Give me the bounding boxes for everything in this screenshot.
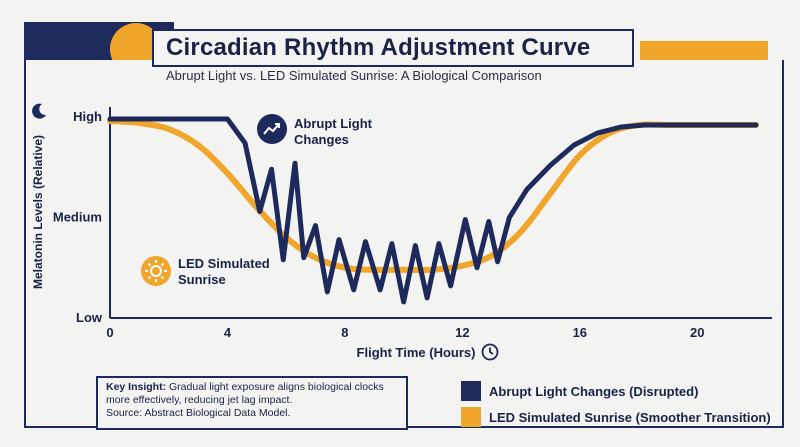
y-tick-label: High <box>73 109 102 124</box>
series-line-led <box>107 118 759 274</box>
y-tick-label: Medium <box>53 210 102 225</box>
legend-swatch-navy <box>461 381 481 401</box>
legend-label-led: LED Simulated Sunrise (Smoother Transiti… <box>489 409 771 425</box>
y-axis-label: Melatonin Levels (Relative) <box>31 135 45 289</box>
y-tick-label: Low <box>76 310 103 325</box>
x-tick-label: 16 <box>573 325 587 340</box>
chart-legend: Abrupt Light Changes (Disrupted) LED Sim… <box>461 378 771 430</box>
key-insight-label: Key Insight: <box>106 381 167 393</box>
key-insight-source: Source: Abstract Biological Data Model. <box>106 407 291 419</box>
x-tick-label: 4 <box>224 325 232 340</box>
trend-up-icon <box>257 114 287 144</box>
title-box: Circadian Rhythm Adjustment Curve <box>152 29 634 67</box>
x-tick-label: 12 <box>455 325 469 340</box>
sun-icon <box>141 256 171 286</box>
key-insight-box: Key Insight: Gradual light exposure alig… <box>96 376 408 430</box>
abrupt-annotation-line2: Changes <box>294 132 349 147</box>
clock-icon <box>481 343 499 361</box>
legend-item-abrupt: Abrupt Light Changes (Disrupted) <box>461 378 771 404</box>
abrupt-annotation: Abrupt Light Changes <box>294 116 372 148</box>
led-annotation-line1: LED Simulated <box>178 256 270 271</box>
x-tick-label: 0 <box>106 325 113 340</box>
legend-swatch-gold <box>461 407 481 427</box>
x-tick-label: 20 <box>690 325 704 340</box>
series-line-abrupt <box>107 116 759 305</box>
key-insight-text: Gradual light exposure aligns biological… <box>106 381 384 406</box>
legend-label-abrupt: Abrupt Light Changes (Disrupted) <box>489 383 699 399</box>
page-title: Circadian Rhythm Adjustment Curve <box>166 34 591 61</box>
legend-item-led: LED Simulated Sunrise (Smoother Transiti… <box>461 404 771 430</box>
led-annotation-line2: Sunrise <box>178 272 226 287</box>
page-subtitle: Abrupt Light vs. LED Simulated Sunrise: … <box>166 68 542 83</box>
x-axis-label: Flight Time (Hours) <box>357 345 476 360</box>
abrupt-annotation-line1: Abrupt Light <box>294 116 372 131</box>
moon-icon <box>32 103 46 119</box>
led-annotation: LED Simulated Sunrise <box>178 256 270 288</box>
x-tick-label: 8 <box>341 325 348 340</box>
